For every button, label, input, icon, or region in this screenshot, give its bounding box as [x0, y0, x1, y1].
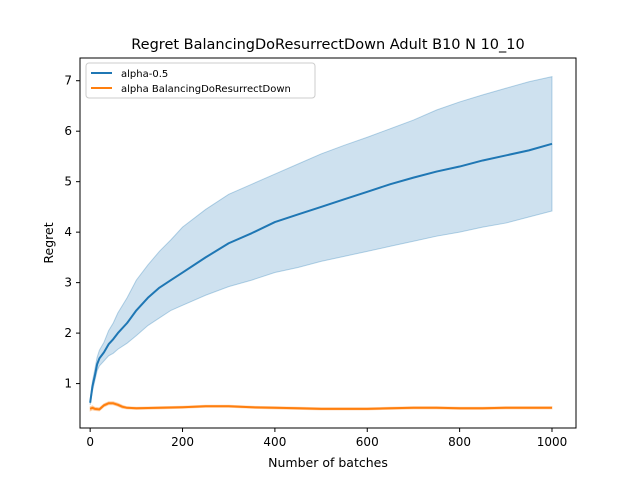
y-tick-label: 6: [64, 124, 72, 138]
x-axis-label: Number of batches: [268, 455, 388, 470]
y-tick-label: 7: [64, 74, 72, 88]
legend: alpha-0.5 alpha BalancingDoResurrectDown: [85, 62, 316, 99]
y-tick-label: 3: [64, 276, 72, 290]
x-tick-label: 200: [171, 435, 194, 449]
series-line-alpha-0-5: [89, 142, 553, 403]
x-tick-label: 0: [86, 435, 94, 449]
y-tick-label: 2: [64, 326, 72, 340]
x-tick-label: 1000: [537, 435, 568, 449]
band-alpha-0-5: [89, 76, 553, 405]
series-line-alpha-balancingdoresurrectdown: [89, 402, 552, 411]
chart-title: Regret BalancingDoResurrectDown Adult B1…: [131, 37, 524, 53]
plot-area-frame: [79, 57, 577, 429]
x-axis-ticks: 0 200 400 600 800 1000: [86, 428, 567, 449]
series-lines: [89, 142, 553, 411]
y-axis-label: Regret: [41, 222, 56, 263]
x-tick-label: 400: [263, 435, 286, 449]
y-tick-label: 4: [64, 225, 72, 239]
y-tick-label: 5: [64, 175, 72, 189]
legend-box: [85, 62, 316, 99]
legend-label-alpha-balancing: alpha BalancingDoResurrectDown: [121, 84, 291, 95]
x-tick-label: 600: [356, 435, 379, 449]
y-axis-ticks: 1 2 3 4 5 6 7: [64, 74, 80, 391]
x-tick-label: 800: [448, 435, 471, 449]
y-tick-label: 1: [64, 377, 72, 391]
legend-label-alpha-0-5: alpha-0.5: [121, 69, 168, 80]
